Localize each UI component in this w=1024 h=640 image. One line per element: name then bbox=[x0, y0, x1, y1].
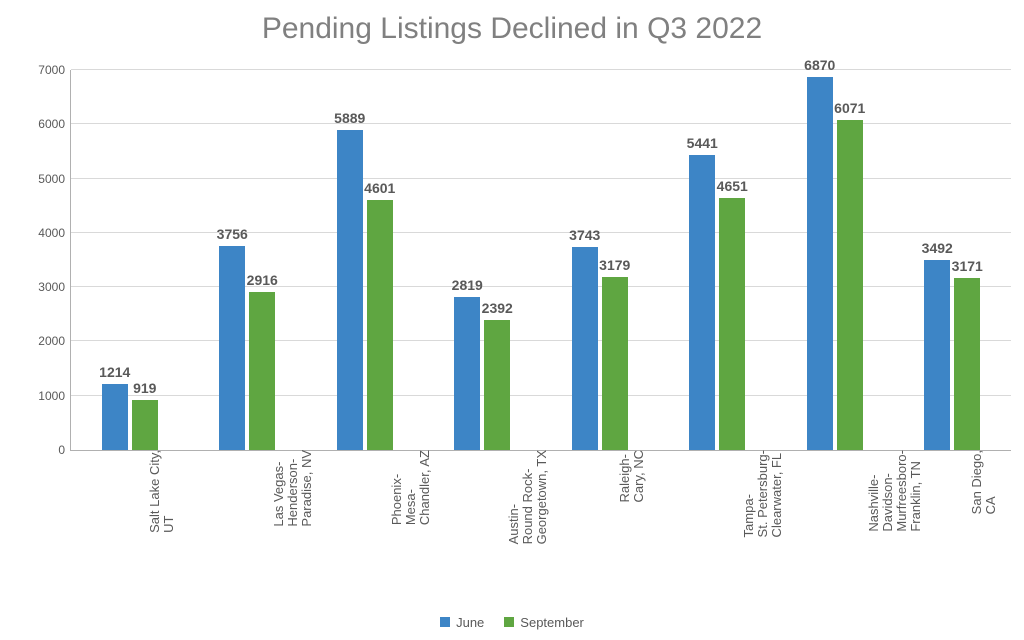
category-label: Phoenix-Mesa-Chandler, AZ bbox=[390, 450, 432, 525]
bar: 2819 bbox=[454, 297, 480, 450]
plot-area: 010002000300040005000600070001214919Salt… bbox=[70, 70, 1011, 451]
bar: 6071 bbox=[837, 120, 863, 450]
bar: 6870 bbox=[807, 77, 833, 450]
category-group: 37433179Raleigh-Cary, NC bbox=[541, 70, 659, 450]
bar-value-label: 3492 bbox=[907, 240, 967, 256]
y-tick-label: 6000 bbox=[38, 117, 71, 131]
bar-value-label: 2392 bbox=[467, 300, 527, 316]
legend: June September bbox=[0, 615, 1024, 631]
y-tick-label: 2000 bbox=[38, 334, 71, 348]
y-tick-label: 7000 bbox=[38, 63, 71, 77]
category-label: Nashville-Davidson-Murfreesboro-Franklin… bbox=[867, 450, 923, 532]
bar-value-label: 919 bbox=[115, 380, 175, 396]
bar-value-label: 4651 bbox=[702, 178, 762, 194]
category-label: Austin-Round Rock-Georgetown, TX bbox=[507, 450, 549, 544]
legend-item: September bbox=[504, 615, 584, 630]
bar-value-label: 3171 bbox=[937, 258, 997, 274]
y-tick-label: 1000 bbox=[38, 389, 71, 403]
bar: 2916 bbox=[249, 292, 275, 450]
bar-value-label: 2916 bbox=[232, 272, 292, 288]
legend-label: June bbox=[456, 615, 484, 630]
category-group: 28192392Austin-Round Rock-Georgetown, TX bbox=[424, 70, 542, 450]
y-tick-label: 4000 bbox=[38, 226, 71, 240]
bar-value-label: 3756 bbox=[202, 226, 262, 242]
y-tick-label: 3000 bbox=[38, 280, 71, 294]
legend-swatch bbox=[504, 617, 514, 627]
category-label: San Diego,CA bbox=[970, 450, 998, 514]
category-group: 37562916Las Vegas-Henderson-Paradise, NV bbox=[189, 70, 307, 450]
bar: 4651 bbox=[719, 198, 745, 450]
bar-value-label: 1214 bbox=[85, 364, 145, 380]
bar: 4601 bbox=[367, 200, 393, 450]
bar-value-label: 6870 bbox=[790, 57, 850, 73]
bar: 3743 bbox=[572, 247, 598, 450]
category-group: 54414651Tampa-St. Petersburg-Clearwater,… bbox=[659, 70, 777, 450]
bar: 5889 bbox=[337, 130, 363, 450]
y-tick-label: 5000 bbox=[38, 172, 71, 186]
category-label: Salt Lake City,UT bbox=[148, 450, 176, 533]
category-label: Raleigh-Cary, NC bbox=[618, 450, 646, 502]
category-group: 68706071Nashville-Davidson-Murfreesboro-… bbox=[776, 70, 894, 450]
bar: 2392 bbox=[484, 320, 510, 450]
bar: 5441 bbox=[689, 155, 715, 450]
bar: 919 bbox=[132, 400, 158, 450]
legend-item: June bbox=[440, 615, 484, 630]
bar-value-label: 5441 bbox=[672, 135, 732, 151]
bar-value-label: 3179 bbox=[585, 257, 645, 273]
chart-title: Pending Listings Declined in Q3 2022 bbox=[0, 12, 1024, 46]
bar-value-label: 4601 bbox=[350, 180, 410, 196]
chart-container: Pending Listings Declined in Q3 2022 010… bbox=[0, 0, 1024, 640]
y-tick-label: 0 bbox=[58, 443, 71, 457]
bar: 3492 bbox=[924, 260, 950, 450]
bar-value-label: 5889 bbox=[320, 110, 380, 126]
category-group: 58894601Phoenix-Mesa-Chandler, AZ bbox=[306, 70, 424, 450]
legend-label: September bbox=[520, 615, 584, 630]
category-group: 34923171San Diego,CA bbox=[894, 70, 1012, 450]
category-label: Las Vegas-Henderson-Paradise, NV bbox=[272, 450, 314, 527]
bar-value-label: 3743 bbox=[555, 227, 615, 243]
bar: 3179 bbox=[602, 277, 628, 450]
category-label: Tampa-St. Petersburg-Clearwater, FL bbox=[742, 450, 784, 537]
bar-value-label: 2819 bbox=[437, 277, 497, 293]
category-group: 1214919Salt Lake City,UT bbox=[71, 70, 189, 450]
bar: 3171 bbox=[954, 278, 980, 450]
legend-swatch bbox=[440, 617, 450, 627]
bar-value-label: 6071 bbox=[820, 100, 880, 116]
